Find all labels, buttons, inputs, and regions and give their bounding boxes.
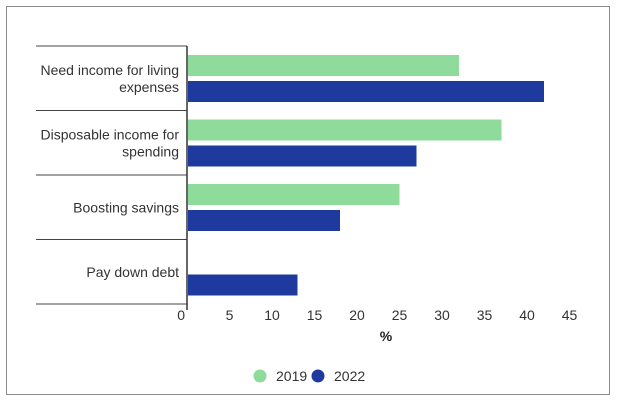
category-label: Disposable income for <box>40 126 179 142</box>
bar-2022-3 <box>188 274 298 296</box>
bar-2019-0 <box>188 55 459 76</box>
bar-2022-2 <box>188 210 340 231</box>
category-label: spending <box>122 143 179 159</box>
x-tick-label: 45 <box>562 307 578 323</box>
bar-2022-1 <box>188 145 417 167</box>
x-tick-label: 20 <box>349 307 365 323</box>
x-tick-label: 10 <box>264 307 280 323</box>
category-label: Boosting savings <box>73 199 179 215</box>
legend-label: 2022 <box>334 368 365 384</box>
category-label: expenses <box>119 79 179 95</box>
category-label: Pay down debt <box>86 264 179 280</box>
x-tick-label: 40 <box>519 307 535 323</box>
category-separators <box>36 45 187 305</box>
x-tick-label: 5 <box>226 307 234 323</box>
bar-2019-2 <box>188 184 400 205</box>
legend-marker-2022 <box>311 369 325 383</box>
x-axis-title: % <box>380 328 393 344</box>
x-tick-label: 35 <box>477 307 493 323</box>
x-tick-label: 30 <box>434 307 450 323</box>
x-tick-label: 25 <box>392 307 408 323</box>
bars <box>188 55 544 296</box>
x-tick-label: 15 <box>307 307 323 323</box>
x-tick-labels: 0 5 10 15 20 25 30 35 40 45 <box>177 307 577 323</box>
bar-2022-0 <box>188 81 544 102</box>
legend-label: 2019 <box>276 368 307 384</box>
bar-2019-1 <box>188 119 502 141</box>
x-tick-label: 0 <box>177 307 185 323</box>
category-label: Need income for living <box>40 62 179 78</box>
legend-marker-2019 <box>253 369 267 383</box>
legend: 2019 2022 <box>253 368 365 384</box>
